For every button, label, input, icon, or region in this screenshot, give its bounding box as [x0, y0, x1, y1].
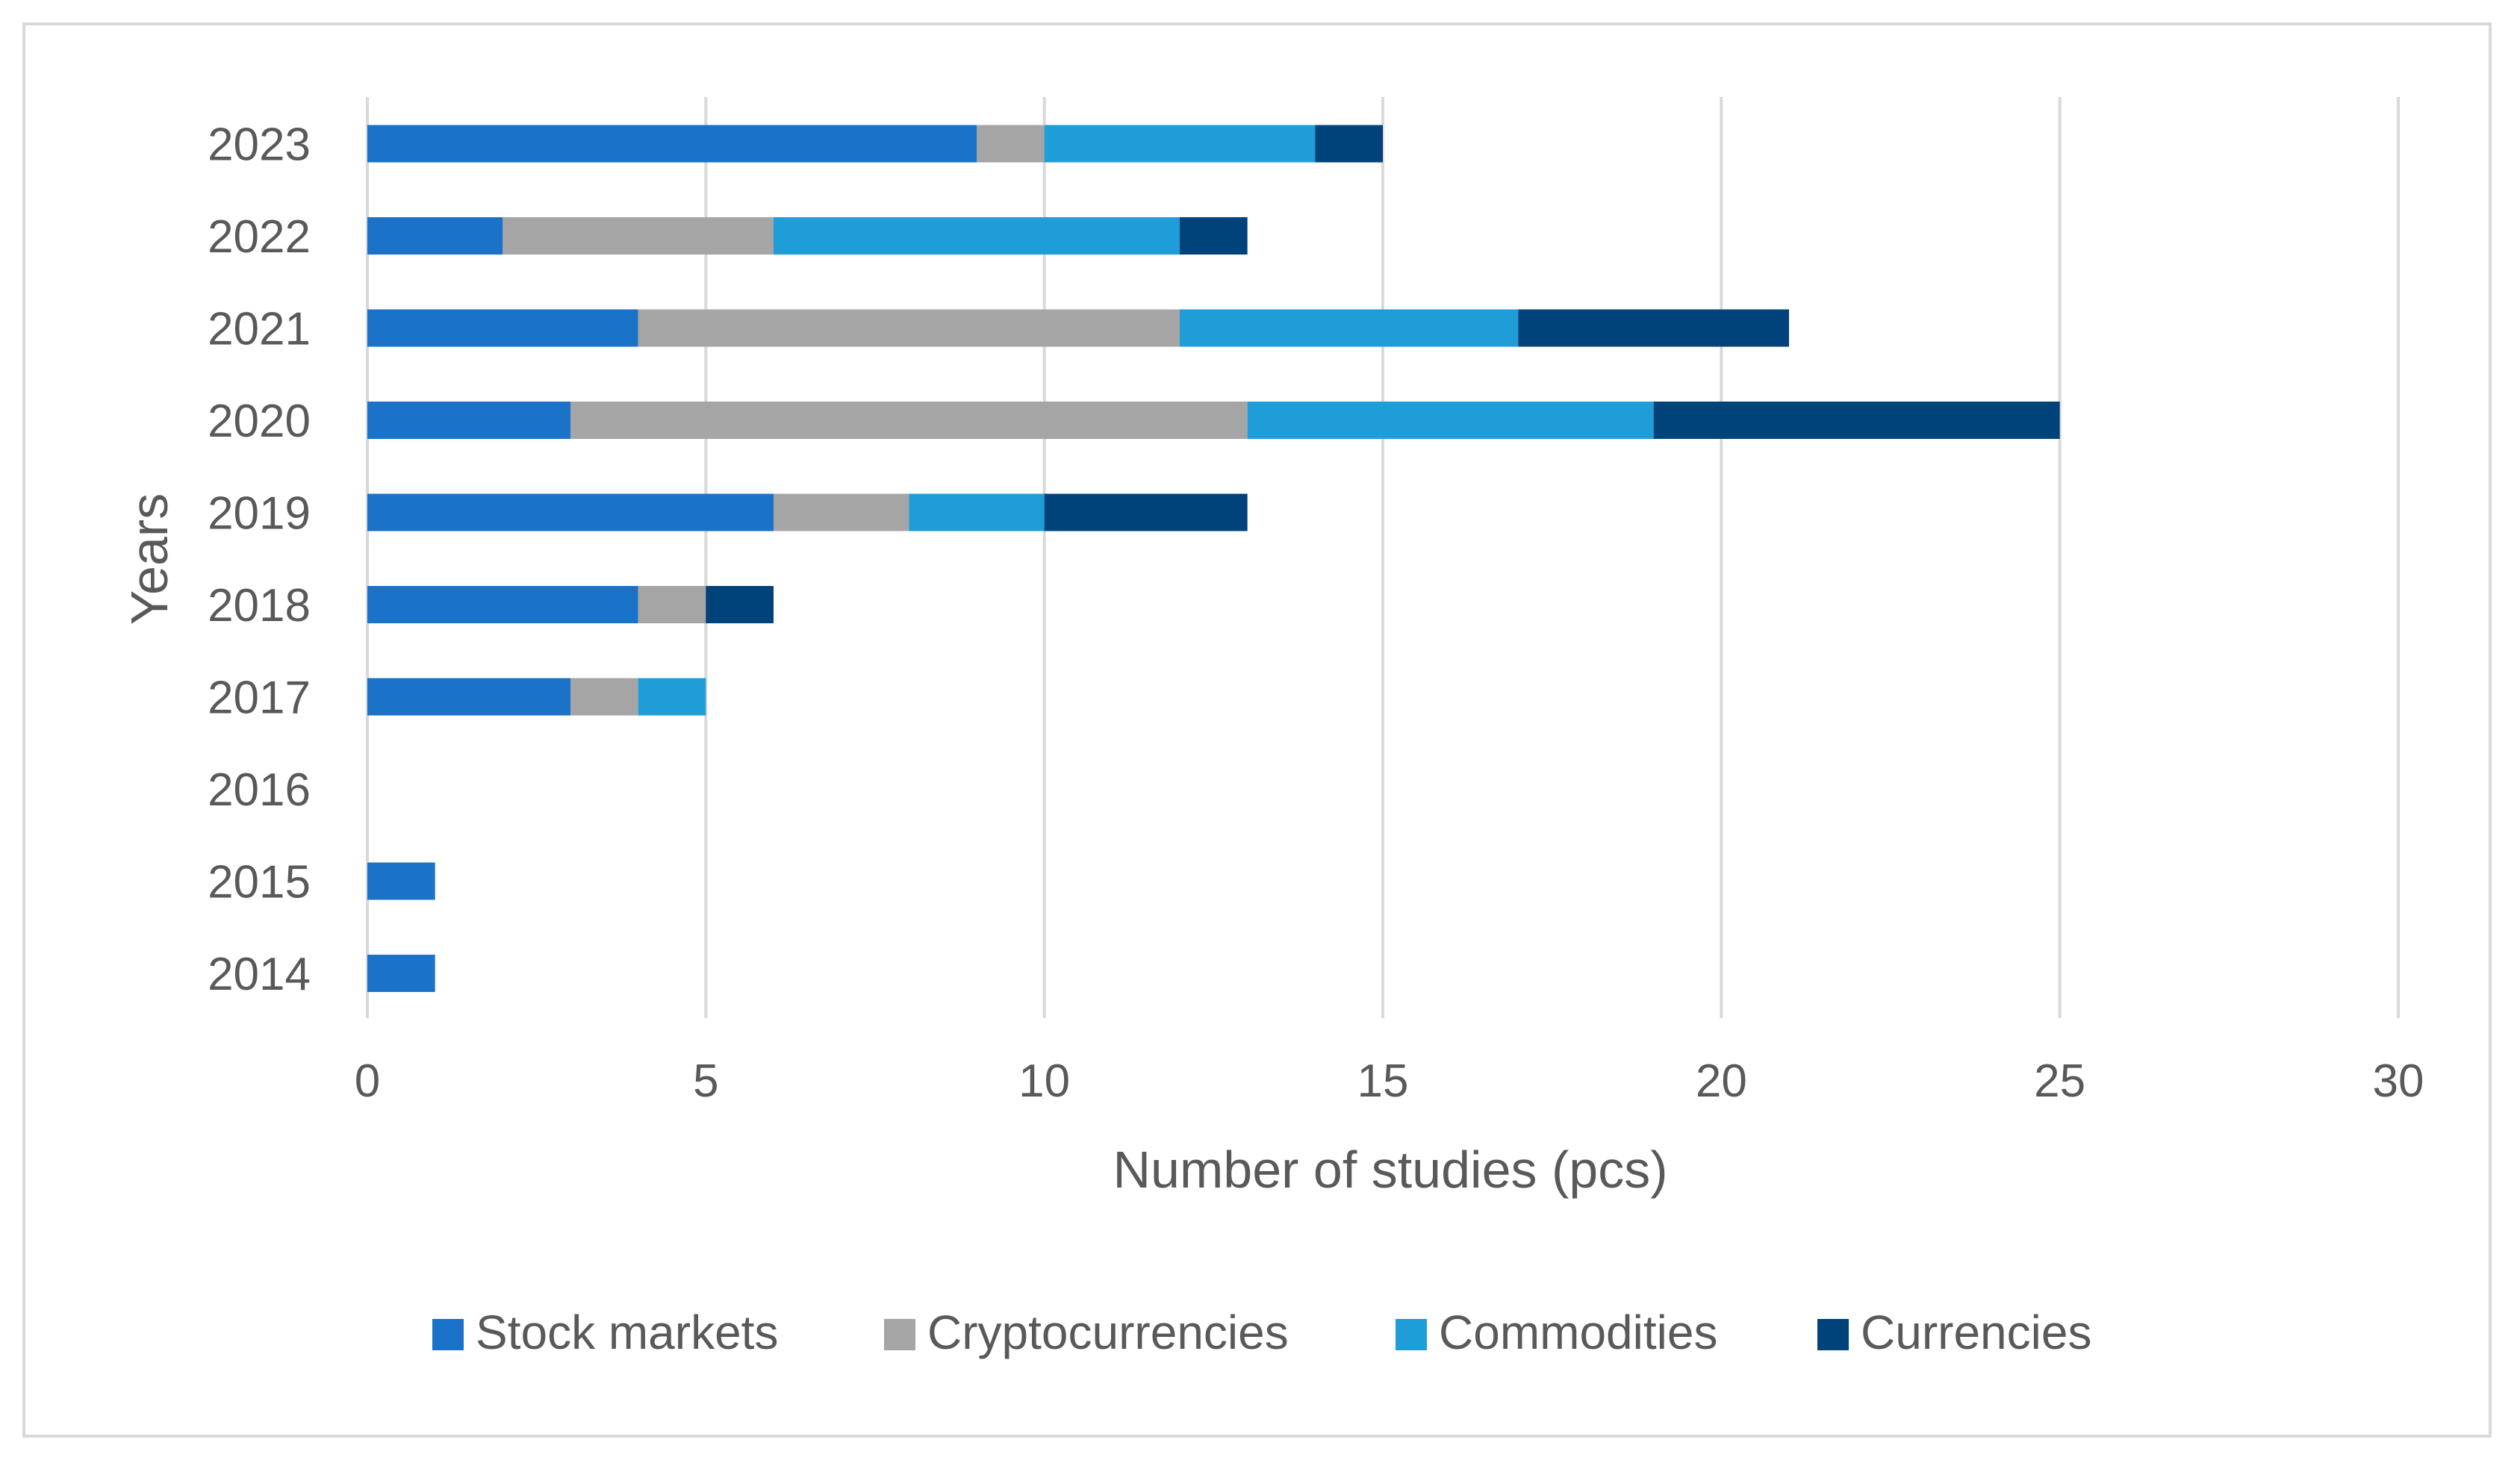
bar-2022-currencies	[1180, 217, 1248, 255]
x-tick-label: 5	[693, 1055, 718, 1107]
x-tick-label: 10	[1018, 1055, 1070, 1107]
bar-2022-commodities	[774, 217, 1180, 255]
bar-2020-commodities	[1247, 402, 1654, 439]
bar-2022-stock-markets	[367, 217, 503, 255]
legend-label-commodities: Commodities	[1439, 1306, 1717, 1359]
bar-2023-commodities	[1044, 125, 1316, 163]
stacked-bar-chart: 2014201520162017201820192020202120222023…	[120, 97, 2424, 1359]
y-tick-label: 2023	[208, 119, 311, 171]
y-tick-label: 2016	[208, 764, 311, 816]
legend-label-cryptocurrencies: Cryptocurrencies	[927, 1306, 1289, 1359]
bar-2021-commodities	[1180, 309, 1519, 347]
x-axis-title: Number of studies (pcs)	[1113, 1141, 1667, 1199]
legend-swatch-currencies	[1817, 1319, 1849, 1350]
bar-2021-stock-markets	[367, 309, 638, 347]
x-tick-label: 0	[355, 1055, 380, 1107]
bar-2018-cryptocurrencies	[638, 586, 706, 623]
y-axis-title: Years	[120, 493, 178, 625]
bar-2017-commodities	[638, 678, 706, 716]
bar-2015-stock-markets	[367, 862, 435, 900]
x-axis-ticks: 0 5 10 15 20 25 30	[355, 1055, 2424, 1107]
bar-2020-cryptocurrencies	[570, 402, 1248, 439]
bar-2019-commodities	[909, 493, 1045, 531]
x-tick-label: 20	[1696, 1055, 1747, 1107]
bars	[367, 125, 2060, 992]
bar-2023-cryptocurrencies	[977, 125, 1045, 163]
bar-2023-currencies	[1315, 125, 1383, 163]
bar-2017-stock-markets	[367, 678, 570, 716]
y-tick-label: 2021	[208, 304, 311, 355]
y-tick-label: 2019	[208, 488, 311, 540]
y-axis-ticks: 2014 2015 2016 2017 2018 2019 2020 2021 2022 2023	[208, 119, 311, 1001]
bar-2019-stock-markets	[367, 493, 774, 531]
y-tick-label: 2014	[208, 949, 311, 1000]
bar-2020-currencies	[1653, 402, 2060, 439]
legend-swatch-stock-markets	[432, 1319, 464, 1350]
bar-2019-cryptocurrencies	[774, 493, 909, 531]
bar-2018-currencies	[706, 586, 774, 623]
legend-swatch-commodities	[1396, 1319, 1427, 1350]
chart-frame: 2014 2015 2016 2017 2018 2019 2020 2021 2022 2023…	[22, 22, 2492, 1438]
bar-2014-stock-markets	[367, 955, 435, 992]
bar-2020-stock-markets	[367, 402, 570, 439]
bar-2021-currencies	[1518, 309, 1789, 347]
y-tick-label: 2017	[208, 673, 311, 724]
bar-2022-cryptocurrencies	[503, 217, 774, 255]
legend-swatch-cryptocurrencies	[884, 1319, 915, 1350]
legend-label-stock-markets: Stock markets	[476, 1306, 778, 1359]
bar-2018-stock-markets	[367, 586, 638, 623]
legend-label-currencies: Currencies	[1861, 1306, 2091, 1359]
y-tick-label: 2022	[208, 211, 311, 263]
bar-2019-currencies	[1044, 493, 1248, 531]
x-tick-label: 15	[1357, 1055, 1409, 1107]
x-tick-label: 25	[2034, 1055, 2085, 1107]
legend: Stock markets Cryptocurrencies Commodities…	[432, 1306, 2091, 1359]
bar-2017-cryptocurrencies	[570, 678, 638, 716]
y-tick-label: 2020	[208, 396, 311, 447]
bar-2023-stock-markets	[367, 125, 977, 163]
bar-2021-cryptocurrencies	[638, 309, 1180, 347]
y-tick-label: 2018	[208, 580, 311, 631]
y-tick-label: 2015	[208, 857, 311, 908]
x-tick-label: 30	[2373, 1055, 2424, 1107]
